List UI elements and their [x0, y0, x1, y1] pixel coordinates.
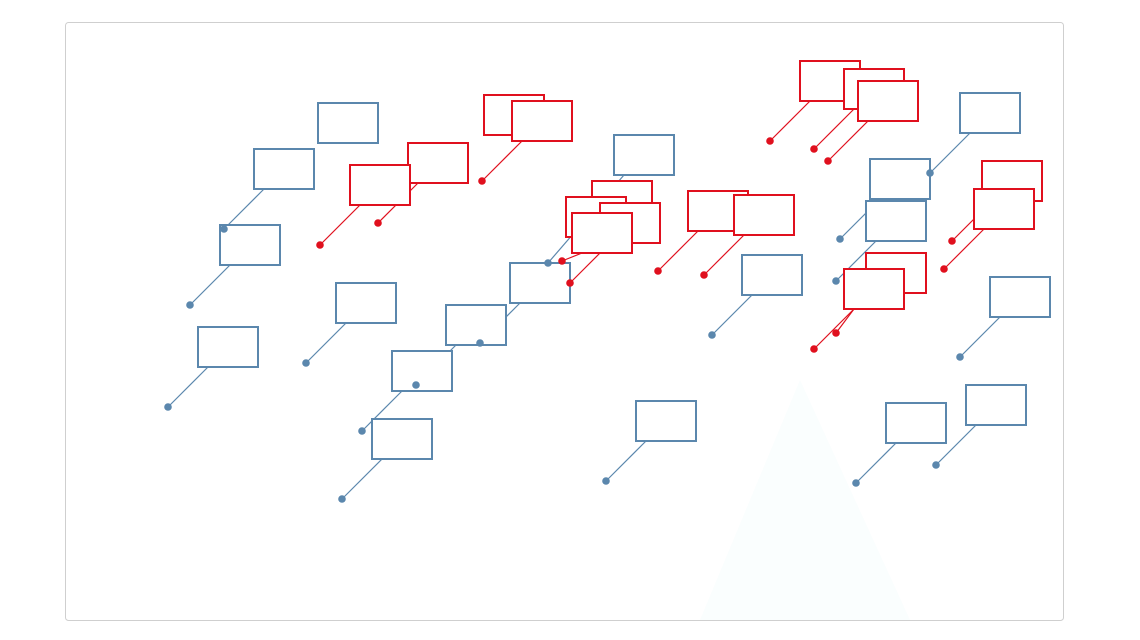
leader-line	[319, 204, 361, 246]
label-box	[959, 92, 1021, 134]
label-box	[865, 200, 927, 242]
marker-point	[544, 259, 552, 267]
marker-point	[832, 329, 840, 337]
leader-line	[223, 188, 265, 230]
marker-point	[700, 271, 708, 279]
leader-line	[943, 228, 985, 270]
marker-point	[940, 265, 948, 273]
leader-line	[769, 100, 811, 142]
label-box	[335, 282, 397, 324]
blue-labels	[197, 92, 1051, 460]
marker-point	[476, 339, 484, 347]
marker-point	[374, 219, 382, 227]
leader-line	[813, 308, 855, 350]
leader-line	[657, 230, 699, 272]
label-box	[741, 254, 803, 296]
blue-points	[164, 169, 964, 503]
marker-point	[302, 359, 310, 367]
label-box	[869, 158, 931, 200]
marker-point	[708, 331, 716, 339]
marker-point	[956, 353, 964, 361]
marker-point	[558, 257, 566, 265]
label-box	[197, 326, 259, 368]
label-box	[445, 304, 507, 346]
leader-line	[361, 390, 403, 432]
marker-layer	[164, 60, 1051, 503]
leader-line	[305, 322, 347, 364]
label-box	[317, 102, 379, 144]
marker-point	[566, 279, 574, 287]
leader-line	[167, 366, 209, 408]
red-points	[316, 137, 956, 353]
leader-line	[711, 294, 753, 336]
label-box	[989, 276, 1051, 318]
label-box	[391, 350, 453, 392]
leader-line	[929, 132, 971, 174]
label-box	[885, 402, 947, 444]
marker-point	[338, 495, 346, 503]
marker-point	[412, 381, 420, 389]
terrain-shape	[700, 380, 910, 620]
label-box	[635, 400, 697, 442]
marker-point	[186, 301, 194, 309]
label-box	[511, 100, 573, 142]
label-box	[407, 142, 469, 184]
label-box	[349, 164, 411, 206]
leader-line	[481, 140, 523, 182]
marker-point	[926, 169, 934, 177]
label-box	[733, 194, 795, 236]
marker-point	[220, 225, 228, 233]
marker-point	[316, 241, 324, 249]
red-leaders	[319, 100, 993, 350]
leader-line	[835, 308, 855, 334]
leader-line	[827, 120, 869, 162]
marker-point	[824, 157, 832, 165]
marker-point	[478, 177, 486, 185]
leader-line	[605, 440, 647, 482]
red-labels	[349, 60, 1043, 310]
marker-point	[602, 477, 610, 485]
label-box	[965, 384, 1027, 426]
label-box	[857, 80, 919, 122]
leader-line	[835, 240, 877, 282]
marker-point	[832, 277, 840, 285]
marker-point	[810, 345, 818, 353]
label-box	[571, 212, 633, 254]
label-box	[843, 268, 905, 310]
marker-point	[948, 237, 956, 245]
leader-line	[959, 316, 1001, 358]
leader-line	[703, 234, 745, 276]
label-box	[371, 418, 433, 460]
marker-point	[164, 403, 172, 411]
leader-line	[855, 442, 897, 484]
marker-point	[810, 145, 818, 153]
marker-point	[654, 267, 662, 275]
leader-line	[189, 264, 231, 306]
leader-line	[813, 108, 855, 150]
label-box	[973, 188, 1035, 230]
marker-point	[766, 137, 774, 145]
leader-line	[341, 458, 383, 500]
marker-point	[852, 479, 860, 487]
label-box	[509, 262, 571, 304]
marker-point	[836, 235, 844, 243]
leader-line	[935, 424, 977, 466]
label-box	[219, 224, 281, 266]
label-box	[613, 134, 675, 176]
marker-point	[932, 461, 940, 469]
label-box	[253, 148, 315, 190]
marker-point	[358, 427, 366, 435]
